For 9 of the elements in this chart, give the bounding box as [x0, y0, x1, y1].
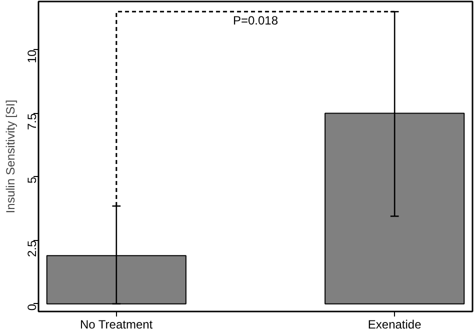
- y-tick-label: 0: [25, 304, 39, 311]
- y-tick-label: 2.5: [25, 240, 39, 258]
- y-tick-label: 7.5: [25, 112, 39, 130]
- y-tick-label: 10: [25, 49, 39, 64]
- x-tick-label: No Treatment: [80, 318, 154, 332]
- x-tick-label: Exenatide: [368, 318, 422, 332]
- y-tick-label: 5: [25, 176, 39, 184]
- y-axis-title: Insulin Sensitivity [SI]: [4, 100, 18, 214]
- annotation: P=0.018: [232, 14, 278, 28]
